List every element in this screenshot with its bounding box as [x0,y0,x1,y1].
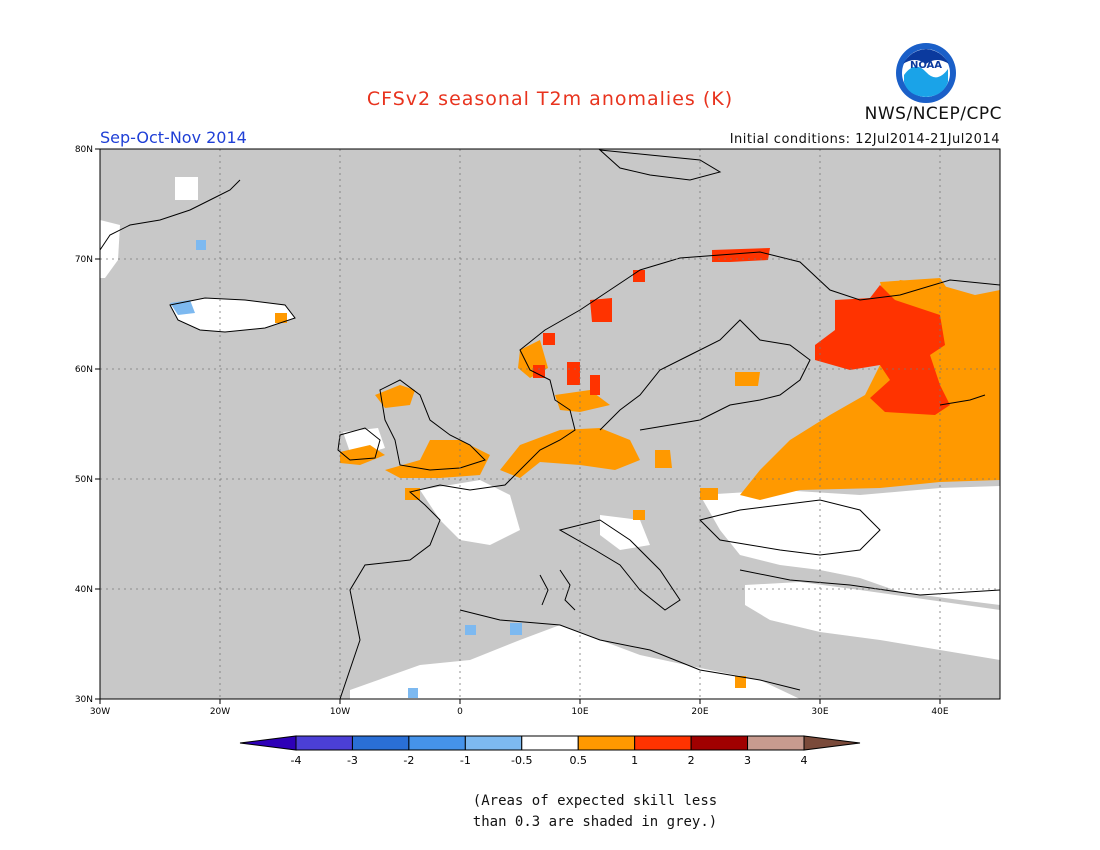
north-sea-warm [500,428,640,478]
colorbar-swatch [634,735,692,751]
lon-label-10w: 10W [330,707,350,717]
colorbar-tick-label: 3 [744,754,751,767]
scotland-warm [375,385,415,408]
hot-anomaly-areas [533,248,950,415]
colorbar-swatch [690,735,749,751]
colorbar-tick-label: 2 [688,754,695,767]
sweden-hot-1 [567,362,580,385]
chart-title: CFSv2 seasonal T2m anomalies (K) [366,88,734,110]
colorbar-tick-label: 1 [631,754,638,767]
colorbar-arrow-low [239,735,297,751]
northwest-russia-hot [815,285,950,415]
colorbar-arrow-high [803,735,861,751]
colorbar-tick-label: 4 [801,754,808,767]
organization-label: NWS/NCEP/CPC [864,104,1002,124]
lon-label-40e: 40E [931,707,948,717]
lat-label-50n: 50N [75,475,93,485]
lat-label-60n: 60N [75,365,93,375]
svalbard-neutral [175,177,198,200]
norway-hot [533,365,545,378]
north-africa-neutral [350,625,800,699]
colorbar-swatch [464,735,523,751]
finland-warm [735,372,760,386]
footnote-line-2: than 0.3 are shaded in grey.) [472,814,718,830]
colorbar-swatch [521,735,579,751]
kola-peninsula-hot [712,248,770,262]
colorbar-tick-label: -4 [291,754,302,767]
italy-neutral [600,515,650,550]
colorbar-tick-label: -3 [347,754,358,767]
colorbar-tick-label: 0.5 [569,754,587,767]
sweden-warm [555,390,610,412]
colorbar-tick-label: -2 [403,754,414,767]
colorbar-swatch [747,735,805,751]
norway-coast-hot-3 [543,333,555,345]
lapland-warm [880,278,955,305]
colorbar-swatch [408,735,466,751]
colorbar-tick-label: -0.5 [511,754,532,767]
lon-label-0: 0 [457,707,463,717]
greenland-cool [196,240,206,250]
france-neutral [420,480,520,545]
norway-coast-hot-2 [633,270,645,282]
colorbar-tick-label: -1 [460,754,471,767]
black-sea-neutral [700,486,1000,605]
lat-label-80n: 80N [75,145,93,155]
algeria-cool-1 [465,625,476,635]
anatolia-neutral [745,582,1000,660]
lat-label-40n: 40N [75,585,93,595]
iceland-east-warm [275,313,287,323]
colorbar-swatch [295,735,353,751]
norway-coast-hot-1 [590,298,612,322]
lon-label-10e: 10E [571,707,588,717]
footnote: (Areas of expected skill less than 0.3 a… [0,791,1100,833]
iceland-neutral [170,298,295,332]
morocco-cool [408,688,418,698]
lon-label-30w: 30W [90,707,110,717]
map-frame [99,148,1001,700]
anomaly-map: 30N 40N 50N 60N 70N 80N 30W 20W 10W 0 10… [75,145,1001,717]
coastlines [100,149,1000,699]
colorbar-swatch [577,735,636,751]
graticule [100,149,1000,699]
poland-warm [655,450,672,468]
lon-label-20w: 20W [210,707,230,717]
colorbar-swatch [351,735,410,751]
lon-label-30e: 30E [811,707,828,717]
logo-text: NOAA [910,60,942,71]
lon-label-20e: 20E [691,707,708,717]
adriatic-warm [633,510,645,520]
initial-conditions-label: Initial conditions: 12Jul2014-21Jul2014 [729,132,1000,147]
noaa-logo: NOAA [896,43,956,103]
algeria-cool-2 [510,623,522,635]
neutral-anomaly-areas [100,177,1000,699]
lat-label-30n: 30N [75,695,93,705]
hungary-warm [700,488,718,500]
lat-label-70n: 70N [75,255,93,265]
sweden-hot-2 [590,375,600,395]
season-label: Sep-Oct-Nov 2014 [100,128,247,147]
uk-warm [385,440,490,478]
colorbar: -4 -3 -2 -1 -0.5 0.5 1 2 3 4 [239,735,861,767]
aegean-warm [735,676,746,688]
greenland-neutral [100,220,120,278]
footnote-line-1: (Areas of expected skill less [472,793,718,809]
